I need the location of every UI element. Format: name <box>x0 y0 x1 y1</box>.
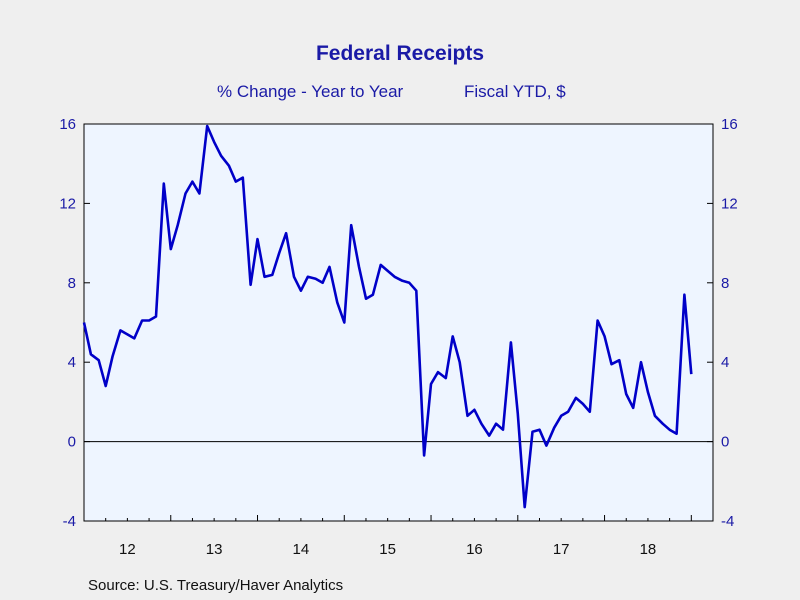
source-note: Source: U.S. Treasury/Haver Analytics <box>88 577 344 594</box>
chart-subtitle-right: Fiscal YTD, $ <box>464 82 566 101</box>
y-tick-label-left: 4 <box>68 354 76 371</box>
chart-subtitle-left: % Change - Year to Year <box>217 82 404 101</box>
y-tick-label-left: 0 <box>68 434 76 451</box>
y-tick-label-right: 12 <box>721 195 738 212</box>
plot-area <box>83 123 714 522</box>
x-tick-label: 15 <box>379 541 396 558</box>
x-tick-label: 14 <box>293 541 310 558</box>
y-tick-label-left: 16 <box>59 116 76 133</box>
y-tick-label-right: -4 <box>721 513 734 530</box>
y-tick-label-right: 16 <box>721 116 738 133</box>
x-tick-label: 13 <box>206 541 223 558</box>
y-tick-label-left: 8 <box>68 275 76 292</box>
chart-title: Federal Receipts <box>316 42 484 65</box>
x-tick-label: 16 <box>466 541 483 558</box>
y-tick-label-right: 0 <box>721 434 729 451</box>
y-tick-label-right: 8 <box>721 275 729 292</box>
y-tick-label-left: -4 <box>63 513 76 530</box>
x-tick-label: 17 <box>553 541 570 558</box>
y-tick-label-right: 4 <box>721 354 729 371</box>
x-tick-label: 18 <box>640 541 657 558</box>
x-tick-label: 12 <box>119 541 136 558</box>
series-line <box>82 124 693 509</box>
y-tick-label-left: 12 <box>59 195 76 212</box>
